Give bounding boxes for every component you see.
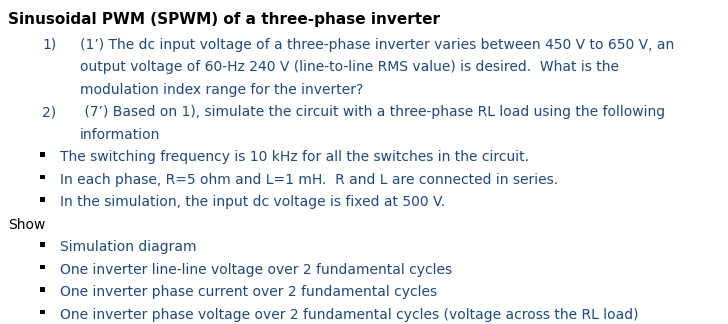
Text: output voltage of 60-Hz 240 V (line-to-line RMS value) is desired.  What is the: output voltage of 60-Hz 240 V (line-to-l…	[80, 60, 619, 75]
Text: Simulation diagram: Simulation diagram	[60, 240, 197, 254]
Text: One inverter line-line voltage over 2 fundamental cycles: One inverter line-line voltage over 2 fu…	[60, 263, 452, 277]
Text: One inverter phase current over 2 fundamental cycles: One inverter phase current over 2 fundam…	[60, 285, 437, 299]
Text: (7’) Based on 1), simulate the circuit with a three-phase RL load using the foll: (7’) Based on 1), simulate the circuit w…	[80, 105, 665, 119]
Text: 1): 1)	[42, 38, 56, 52]
Bar	[40, 310, 44, 314]
Text: information: information	[80, 128, 160, 142]
Bar	[40, 242, 44, 247]
Text: One inverter phase voltage over 2 fundamental cycles (voltage across the RL load: One inverter phase voltage over 2 fundam…	[60, 308, 638, 322]
Text: In each phase, R=5 ohm and L=1 mH.  R and L are connected in series.: In each phase, R=5 ohm and L=1 mH. R and…	[60, 173, 558, 187]
Text: In the simulation, the input dc voltage is fixed at 500 V.: In the simulation, the input dc voltage …	[60, 195, 445, 209]
Bar	[40, 287, 44, 292]
Text: Show: Show	[8, 218, 45, 232]
Bar	[40, 175, 44, 179]
Bar	[40, 152, 44, 156]
Bar	[40, 265, 44, 269]
Text: Sinusoidal PWM (SPWM) of a three-phase inverter: Sinusoidal PWM (SPWM) of a three-phase i…	[8, 12, 440, 27]
Bar	[40, 197, 44, 202]
Text: The switching frequency is 10 kHz for all the switches in the circuit.: The switching frequency is 10 kHz for al…	[60, 150, 529, 164]
Text: 2): 2)	[42, 105, 56, 119]
Text: (1’) The dc input voltage of a three-phase inverter varies between 450 V to 650 : (1’) The dc input voltage of a three-pha…	[80, 38, 674, 52]
Text: modulation index range for the inverter?: modulation index range for the inverter?	[80, 83, 363, 97]
